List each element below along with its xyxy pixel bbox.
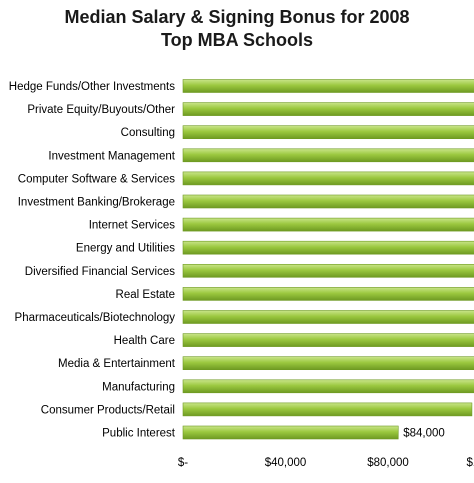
category-label: Internet Services xyxy=(89,220,176,232)
category-label: Health Care xyxy=(114,335,175,347)
bar xyxy=(182,171,474,186)
category-label: Manufacturing xyxy=(102,381,175,393)
data-label: $84,000 xyxy=(403,428,445,440)
x-tick-label: $- xyxy=(178,457,188,469)
category-label: Hedge Funds/Other Investments xyxy=(9,81,175,93)
category-label: Real Estate xyxy=(116,289,175,301)
chart-title-line1: Median Salary & Signing Bonus for 2008 xyxy=(64,7,410,27)
category-label: Diversified Financial Services xyxy=(25,266,175,278)
bar xyxy=(182,194,474,209)
category-label: Private Equity/Buyouts/Other xyxy=(27,104,175,116)
x-axis-ticks: $-$40,000$80,000$120,000$160,000 xyxy=(178,457,474,469)
category-label: Pharmaceuticals/Biotechnology xyxy=(15,312,176,324)
bar xyxy=(182,333,474,347)
bar-series xyxy=(182,79,474,440)
bar xyxy=(182,125,474,139)
bar xyxy=(182,217,474,232)
bar xyxy=(182,356,474,371)
bar xyxy=(182,402,473,417)
bar xyxy=(182,287,474,301)
category-label: Investment Banking/Brokerage xyxy=(18,197,175,209)
data-labels: $167,500$145,000$145,000$140,000$136,250… xyxy=(403,428,445,440)
category-label: Energy and Utilities xyxy=(76,243,175,255)
x-tick-label: $120,000 xyxy=(467,457,474,469)
bar xyxy=(182,240,474,255)
bar xyxy=(182,79,474,93)
chart-subtitle: Top MBA Schools xyxy=(161,30,313,50)
bar xyxy=(182,148,474,163)
chart-title: Median Salary & Signing Bonus for 2008 T… xyxy=(0,6,474,52)
category-label: Consulting xyxy=(121,127,175,139)
category-label: Media & Entertainment xyxy=(58,358,176,370)
category-label: Computer Software & Services xyxy=(18,173,175,185)
category-labels: Hedge Funds/Other Investments Private Equ… xyxy=(9,81,176,440)
category-label: Public Interest xyxy=(102,428,176,440)
bar xyxy=(182,425,399,440)
category-label: Consumer Products/Retail xyxy=(41,404,175,416)
bar xyxy=(182,102,474,116)
category-label: Investment Management xyxy=(48,150,175,162)
bar xyxy=(182,263,474,278)
bar xyxy=(182,379,474,394)
bar xyxy=(182,310,474,324)
x-tick-label: $80,000 xyxy=(367,457,409,469)
x-tick-label: $40,000 xyxy=(265,457,307,469)
